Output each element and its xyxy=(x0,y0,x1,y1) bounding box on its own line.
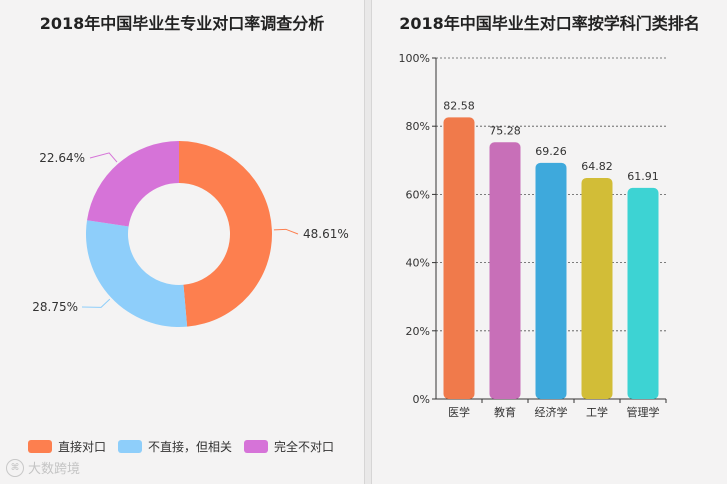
x-category-label: 教育 xyxy=(494,405,516,419)
pie-legend: 直接对口 不直接，但相关 完全不对口 xyxy=(28,438,334,455)
y-tick-label: 100% xyxy=(399,52,430,65)
legend-item-0[interactable]: 直接对口 xyxy=(28,438,106,455)
pie-value-label-0: 48.61% xyxy=(303,227,349,241)
y-tick-label: 60% xyxy=(406,188,430,201)
bar-0[interactable] xyxy=(443,117,475,400)
bar-3[interactable] xyxy=(581,177,613,399)
bar-chart-title: 2018年中国毕业生对口率按学科门类排名 xyxy=(399,14,700,33)
pie-slice-2[interactable] xyxy=(87,141,179,227)
legend-item-2[interactable]: 完全不对口 xyxy=(244,438,334,455)
legend-item-1[interactable]: 不直接，但相关 xyxy=(118,438,232,455)
bar-2[interactable] xyxy=(535,162,567,399)
legend-label: 直接对口 xyxy=(58,440,107,454)
panel-divider xyxy=(364,0,372,484)
bar-value-label: 61.91 xyxy=(627,170,659,183)
pie-value-label-2: 22.64% xyxy=(39,151,85,165)
bar-value-label: 75.28 xyxy=(489,124,521,137)
legend-label: 完全不对口 xyxy=(274,440,335,454)
pie-leader-line-0 xyxy=(273,228,299,235)
pie-panel: 2018年中国毕业生专业对口率调查分析 48.61% 28.75% 22.64% 直… xyxy=(28,14,349,455)
bar-4[interactable] xyxy=(627,187,659,399)
y-tick-label: 40% xyxy=(406,257,430,270)
pie-leader-line-2 xyxy=(89,152,118,163)
watermark-logo-icon: ⌘ xyxy=(6,458,24,477)
legend-label: 不直接，但相关 xyxy=(148,440,233,454)
legend-swatch xyxy=(28,440,52,453)
bar-1[interactable] xyxy=(489,142,521,399)
bar-value-label: 82.58 xyxy=(443,99,475,112)
y-tick-label: 0% xyxy=(413,393,430,406)
pie-slice-1[interactable] xyxy=(85,220,188,327)
donut-chart: 48.61% 28.75% 22.64% xyxy=(32,141,349,327)
y-tick-label: 20% xyxy=(406,325,430,338)
bar-chart: 0% 20% 40% 60% 80% 100% 82.58 医学 75.28 教育 69.26 经济学… xyxy=(399,52,667,419)
bar-value-label: 64.82 xyxy=(581,160,613,173)
x-category-label: 经济学 xyxy=(535,405,568,419)
x-category-label: 医学 xyxy=(448,405,470,419)
watermark: ⌘ 大数跨境 xyxy=(6,458,80,477)
legend-swatch xyxy=(118,440,143,453)
bar-value-label: 69.26 xyxy=(535,145,567,158)
bar-panel: 2018年中国毕业生对口率按学科门类排名 0% 20% 40% 60% 80% 100% 8… xyxy=(372,0,727,484)
x-category-label: 管理学 xyxy=(627,405,660,419)
y-tick-label: 80% xyxy=(406,120,430,133)
pie-slice-0[interactable] xyxy=(179,141,272,327)
pie-chart-title: 2018年中国毕业生专业对口率调查分析 xyxy=(39,14,325,33)
legend-swatch xyxy=(244,440,269,453)
watermark-text: 大数跨境 xyxy=(28,462,81,477)
pie-value-label-1: 28.75% xyxy=(32,300,78,314)
x-category-label: 工学 xyxy=(586,405,608,419)
pie-leader-line-1 xyxy=(81,298,111,308)
